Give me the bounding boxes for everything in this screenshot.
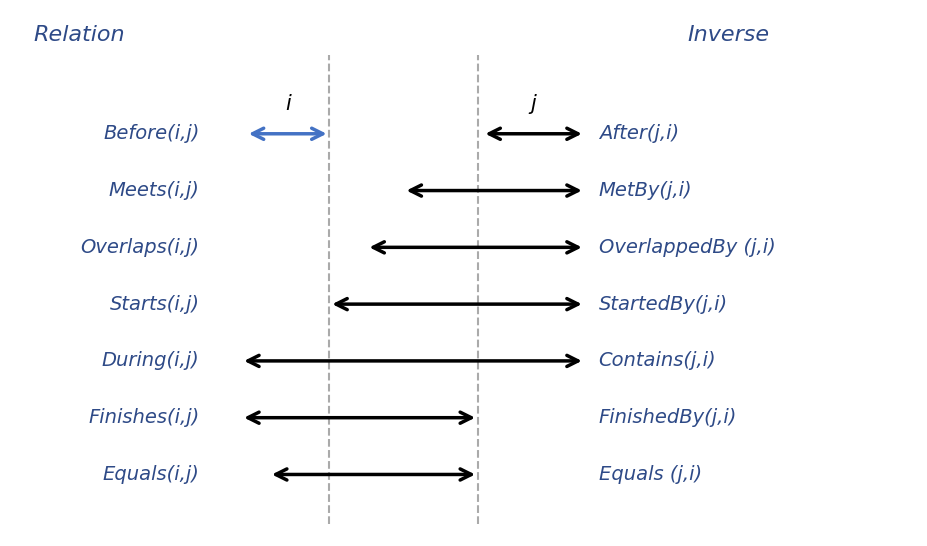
Text: StartedBy(j,i): StartedBy(j,i) <box>598 295 727 313</box>
Text: FinishedBy(j,i): FinishedBy(j,i) <box>598 408 736 427</box>
Text: Finishes(i,j): Finishes(i,j) <box>88 408 199 427</box>
Text: Overlaps(i,j): Overlaps(i,j) <box>81 238 199 257</box>
Text: Inverse: Inverse <box>687 26 768 45</box>
Text: Starts(i,j): Starts(i,j) <box>109 295 199 313</box>
Text: j: j <box>530 94 536 114</box>
Text: After(j,i): After(j,i) <box>598 124 678 143</box>
Text: OverlappedBy (j,i): OverlappedBy (j,i) <box>598 238 774 257</box>
Text: During(i,j): During(i,j) <box>102 352 199 370</box>
Text: Contains(j,i): Contains(j,i) <box>598 352 716 370</box>
Text: MetBy(j,i): MetBy(j,i) <box>598 181 692 200</box>
Text: Relation: Relation <box>33 26 124 45</box>
Text: i: i <box>285 94 290 114</box>
Text: Meets(i,j): Meets(i,j) <box>108 181 199 200</box>
Text: Equals (j,i): Equals (j,i) <box>598 465 701 484</box>
Text: Equals(i,j): Equals(i,j) <box>103 465 199 484</box>
Text: Before(i,j): Before(i,j) <box>103 124 199 143</box>
